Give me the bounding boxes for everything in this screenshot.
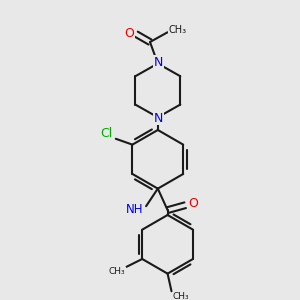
Text: CH₃: CH₃ xyxy=(173,292,190,300)
Text: N: N xyxy=(154,112,164,125)
Text: CH₃: CH₃ xyxy=(109,267,125,276)
Text: N: N xyxy=(154,56,164,69)
Text: CH₃: CH₃ xyxy=(168,25,186,35)
Text: O: O xyxy=(188,197,198,210)
Text: NH: NH xyxy=(126,202,143,216)
Text: Cl: Cl xyxy=(100,128,112,140)
Text: O: O xyxy=(124,27,134,40)
